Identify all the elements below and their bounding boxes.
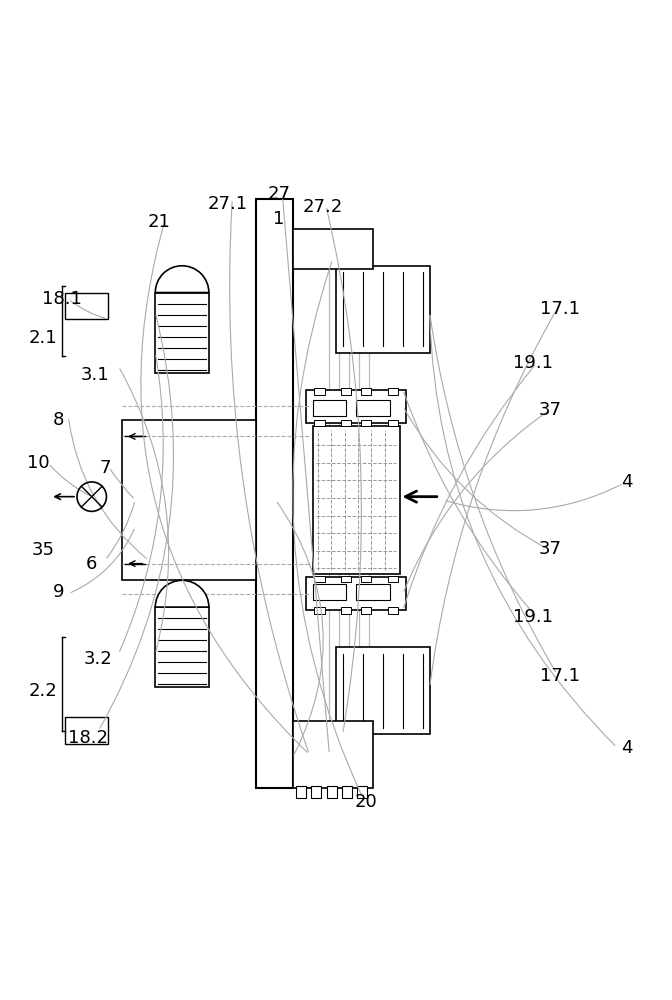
Bar [361,420,372,426]
Text: 1: 1 [274,210,285,228]
Text: 3.1: 3.1 [81,366,110,384]
Wedge shape [155,580,209,607]
Text: 17.1: 17.1 [540,300,580,318]
Bar [296,786,306,798]
Text: 21: 21 [147,213,170,231]
Bar [65,717,108,744]
Bar [341,576,351,582]
Text: 19.1: 19.1 [513,354,554,372]
Text: 27: 27 [267,185,290,203]
Bar [361,607,372,614]
Text: 18.2: 18.2 [69,729,108,747]
Bar [341,607,351,614]
Bar [155,293,209,373]
Bar [388,607,398,614]
Text: 35: 35 [32,541,54,559]
Bar [314,388,325,395]
Bar [306,577,407,610]
Bar [361,388,372,395]
Bar [314,607,325,614]
Bar [312,426,400,574]
Text: 9: 9 [52,583,64,601]
Bar [122,420,255,580]
Bar [356,400,390,416]
Bar [341,420,351,426]
Bar [388,420,398,426]
Text: 10: 10 [27,454,50,472]
Text: 2.1: 2.1 [29,329,57,347]
Text: 8: 8 [52,411,64,429]
Bar [388,576,398,582]
Text: 20: 20 [355,793,378,811]
Text: 3.2: 3.2 [84,650,113,668]
Bar [311,786,321,798]
Text: 2.2: 2.2 [28,682,57,700]
Bar [312,400,346,416]
Text: 27.1: 27.1 [208,195,248,213]
Bar [342,786,352,798]
Bar [336,647,429,734]
Bar [314,420,325,426]
Text: 7: 7 [99,459,111,477]
Bar [341,388,351,395]
Text: 6: 6 [86,555,97,573]
Bar [388,388,398,395]
Bar [312,584,346,600]
Bar [356,584,390,600]
Text: 18.1: 18.1 [42,290,81,308]
Bar [327,786,337,798]
Bar [292,229,373,269]
Wedge shape [155,266,209,293]
Bar [65,293,108,319]
Text: 19.1: 19.1 [513,608,554,626]
Bar [358,786,368,798]
Bar [314,576,325,582]
Bar [255,199,292,788]
Bar [292,721,373,788]
Text: 17.1: 17.1 [540,667,580,685]
Text: 4: 4 [622,473,633,491]
Bar [336,266,429,353]
Text: 27.2: 27.2 [302,198,343,216]
Text: 37: 37 [539,401,562,419]
Text: 4: 4 [622,739,633,757]
Bar [361,576,372,582]
Text: 37: 37 [539,540,562,558]
Bar [306,390,407,423]
Bar [155,607,209,687]
